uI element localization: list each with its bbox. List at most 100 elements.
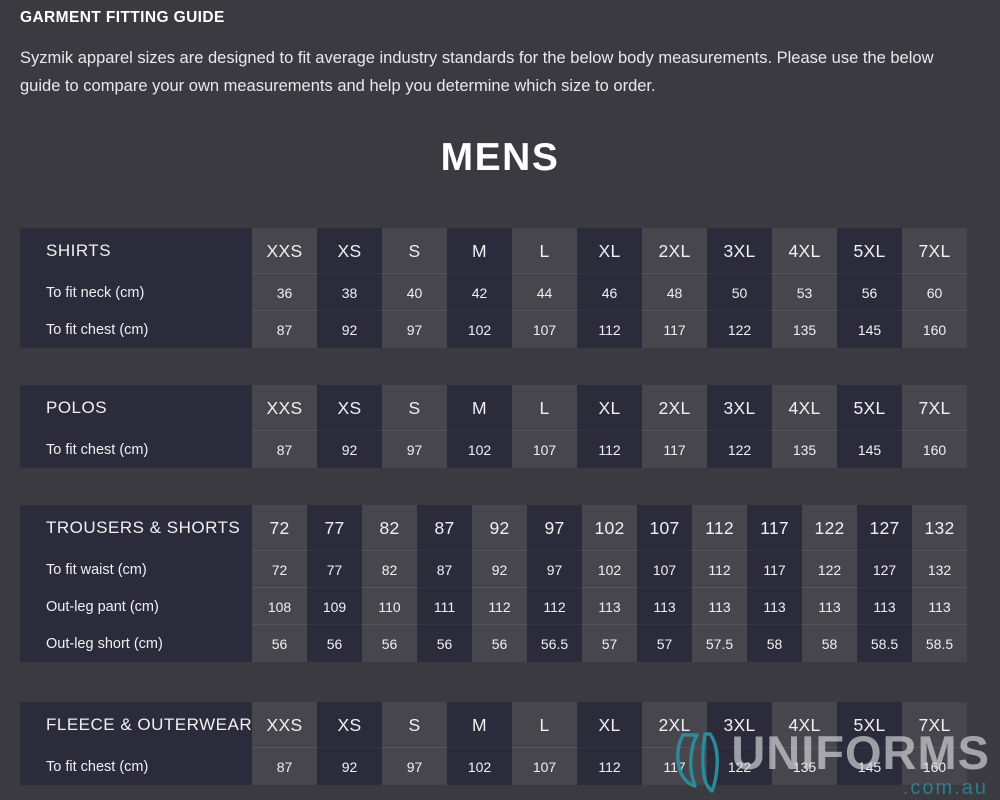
measurement-cell: 108 [252, 588, 307, 625]
table-header-row: POLOS XXS XS S M L XL 2XL 3XL 4XL 5XL 7XL [20, 385, 967, 431]
column-header-m: M [447, 702, 512, 748]
measurement-cell: 160 [902, 431, 967, 468]
table-row: To fit chest (cm) 87 92 97 102 107 112 117 122 13… [20, 748, 967, 785]
measurement-cell: 53 [772, 274, 837, 311]
column-header-107: 107 [637, 505, 692, 551]
measurement-cell: 48 [642, 274, 707, 311]
size-table-trousers-shorts: TROUSERS & SHORTS 72 77 82 87 92 97 102 107 112 11… [20, 505, 967, 662]
measurement-cell: 122 [707, 311, 772, 348]
size-table-shirts: SHIRTS XXS XS S M L XL 2XL 3XL 4XL 5XL 7XL To fit ne… [20, 228, 967, 348]
row-label: To fit chest (cm) [20, 748, 252, 785]
measurement-cell: 145 [837, 311, 902, 348]
measurement-cell: 56 [252, 625, 307, 662]
measurement-cell: 58 [802, 625, 857, 662]
measurement-cell: 112 [577, 431, 642, 468]
measurement-cell: 113 [912, 588, 967, 625]
measurement-cell: 112 [472, 588, 527, 625]
table-row: To fit neck (cm) 36 38 40 42 44 46 48 50 53 56 60 [20, 274, 967, 311]
measurement-cell: 87 [252, 311, 317, 348]
measurement-cell: 135 [772, 311, 837, 348]
measurement-cell: 113 [582, 588, 637, 625]
column-header-7xl: 7XL [902, 702, 967, 748]
column-header-112: 112 [692, 505, 747, 551]
measurement-cell: 56.5 [527, 625, 582, 662]
measurement-cell: 60 [902, 274, 967, 311]
measurement-cell: 160 [902, 311, 967, 348]
measurement-cell: 145 [837, 748, 902, 785]
measurement-cell: 57 [637, 625, 692, 662]
column-header-xxs: XXS [252, 385, 317, 431]
measurement-cell: 122 [802, 551, 857, 588]
measurement-cell: 92 [317, 748, 382, 785]
row-label: Out-leg pant (cm) [20, 588, 252, 625]
column-header-s: S [382, 385, 447, 431]
measurement-cell: 113 [857, 588, 912, 625]
row-label: To fit chest (cm) [20, 311, 252, 348]
measurement-cell: 113 [637, 588, 692, 625]
measurement-cell: 58.5 [857, 625, 912, 662]
measurement-cell: 77 [307, 551, 362, 588]
column-header-97: 97 [527, 505, 582, 551]
measurement-cell: 117 [642, 311, 707, 348]
section-heading-mens: MENS [440, 136, 560, 179]
row-label: To fit waist (cm) [20, 551, 252, 588]
column-header-xxs: XXS [252, 228, 317, 274]
table-row: To fit chest (cm) 87 92 97 102 107 112 117 122 13… [20, 311, 967, 348]
measurement-cell: 145 [837, 431, 902, 468]
measurement-cell: 117 [642, 748, 707, 785]
measurement-cell: 102 [447, 311, 512, 348]
table-row: To fit waist (cm) 72 77 82 87 92 97 102 107 112 11… [20, 551, 967, 588]
intro-description: Syzmik apparel sizes are designed to fit… [20, 49, 934, 95]
measurement-cell: 127 [857, 551, 912, 588]
column-header-2xl: 2XL [642, 702, 707, 748]
measurement-cell: 107 [512, 311, 577, 348]
measurement-cell: 46 [577, 274, 642, 311]
column-header-117: 117 [747, 505, 802, 551]
measurement-cell: 87 [252, 748, 317, 785]
column-header-s: S [382, 702, 447, 748]
column-header-132: 132 [912, 505, 967, 551]
table-title-fleece-outerwear: FLEECE & OUTERWEAR [20, 702, 252, 748]
measurement-cell: 92 [472, 551, 527, 588]
measurement-cell: 113 [692, 588, 747, 625]
table-header-row: SHIRTS XXS XS S M L XL 2XL 3XL 4XL 5XL 7XL [20, 228, 967, 274]
measurement-cell: 56 [362, 625, 417, 662]
measurement-cell: 109 [307, 588, 362, 625]
column-header-4xl: 4XL [772, 228, 837, 274]
measurement-cell: 97 [382, 431, 447, 468]
measurement-cell: 112 [527, 588, 582, 625]
measurement-cell: 38 [317, 274, 382, 311]
column-header-l: L [512, 228, 577, 274]
table-trousers-shorts: TROUSERS & SHORTS 72 77 82 87 92 97 102 107 112 11… [20, 505, 967, 662]
measurement-cell: 58.5 [912, 625, 967, 662]
column-header-5xl: 5XL [837, 228, 902, 274]
measurement-cell: 42 [447, 274, 512, 311]
row-label: To fit chest (cm) [20, 431, 252, 468]
column-header-82: 82 [362, 505, 417, 551]
column-header-l: L [512, 385, 577, 431]
measurement-cell: 44 [512, 274, 577, 311]
row-label: To fit neck (cm) [20, 274, 252, 311]
table-row: Out-leg pant (cm) 108 109 110 111 112 112 113 11… [20, 588, 967, 625]
measurement-cell: 58 [747, 625, 802, 662]
measurement-cell: 117 [642, 431, 707, 468]
column-header-5xl: 5XL [837, 385, 902, 431]
measurement-cell: 92 [317, 311, 382, 348]
measurement-cell: 117 [747, 551, 802, 588]
measurement-cell: 107 [637, 551, 692, 588]
column-header-7xl: 7XL [902, 385, 967, 431]
column-header-m: M [447, 228, 512, 274]
measurement-cell: 112 [692, 551, 747, 588]
column-header-2xl: 2XL [642, 228, 707, 274]
column-header-xxs: XXS [252, 702, 317, 748]
measurement-cell: 122 [707, 748, 772, 785]
table-header-row: FLEECE & OUTERWEAR XXS XS S M L XL 2XL 3XL 4XL 5XL… [20, 702, 967, 748]
measurement-cell: 110 [362, 588, 417, 625]
measurement-cell: 87 [417, 551, 472, 588]
size-table-fleece-outerwear: FLEECE & OUTERWEAR XXS XS S M L XL 2XL 3XL 4XL 5XL… [20, 702, 967, 785]
measurement-cell: 122 [707, 431, 772, 468]
column-header-3xl: 3XL [707, 385, 772, 431]
column-header-102: 102 [582, 505, 637, 551]
measurement-cell: 56 [472, 625, 527, 662]
